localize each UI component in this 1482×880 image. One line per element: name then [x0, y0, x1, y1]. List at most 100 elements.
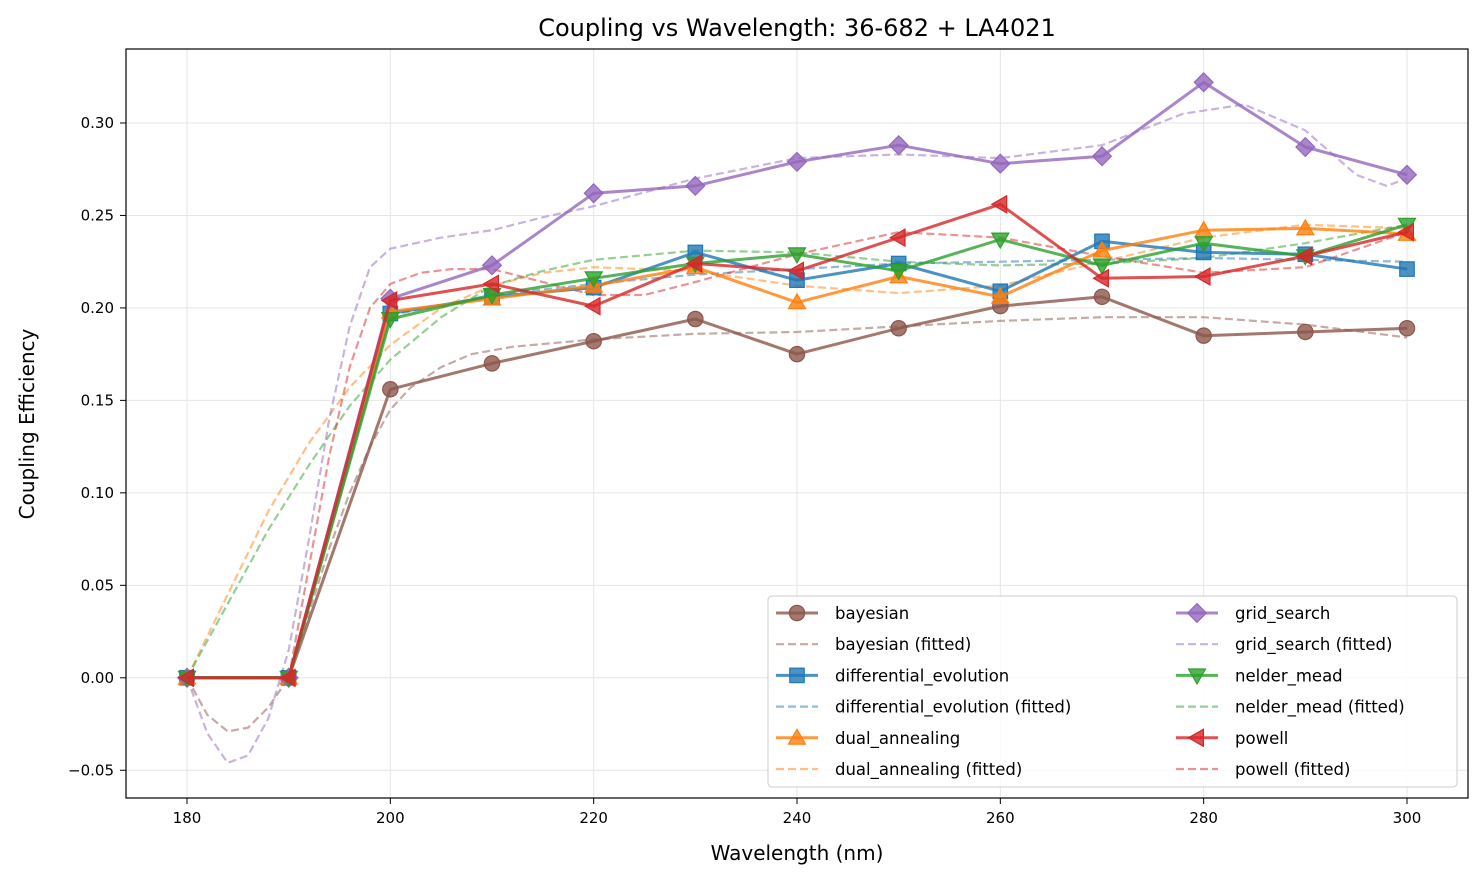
x-tick-label: 220 — [579, 809, 608, 827]
data-point-bayesian — [1398, 320, 1416, 337]
data-point-grid-search — [1193, 72, 1214, 93]
data-point-powell — [787, 261, 805, 281]
legend-label: nelder_mead (fitted) — [1235, 698, 1405, 718]
data-point-powell — [888, 228, 906, 248]
data-point-bayesian — [1195, 327, 1212, 344]
legend-marker — [788, 604, 806, 622]
fitted-line-grid-search — [185, 103, 1408, 764]
x-tick-label: 260 — [986, 809, 1015, 827]
legend-label: bayesian — [835, 604, 909, 623]
data-point-bayesian — [788, 345, 806, 363]
y-tick-label: 0.20 — [81, 299, 114, 317]
data-point-grid-search — [685, 175, 706, 197]
data-point-powell — [278, 668, 296, 688]
x-tick-label: 280 — [1189, 809, 1218, 827]
legend-marker — [1186, 602, 1208, 624]
data-point-grid-search — [786, 151, 808, 173]
legend-label: grid_search (fitted) — [1235, 635, 1392, 655]
legend-entry-grid-search: grid_search — [1176, 602, 1330, 624]
x-axis-label: Wavelength (nm) — [711, 841, 884, 865]
data-point-powell — [1295, 246, 1313, 266]
legend-label: bayesian (fitted) — [835, 635, 971, 654]
data-point-grid-search — [990, 153, 1011, 174]
y-tick-label: 0.10 — [81, 484, 114, 502]
chart-title: Coupling vs Wavelength: 36-682 + LA4021 — [538, 14, 1056, 42]
legend-entry-differential-evolution: differential_evolution — [776, 666, 1009, 686]
y-axis: −0.05 0.00 0.05 0.10 0.15 0.20 0.25 0.30 — [68, 114, 126, 779]
data-point-bayesian — [1297, 323, 1314, 341]
x-tick-label: 180 — [173, 809, 202, 827]
y-tick-label: 0.15 — [81, 391, 114, 409]
data-point-nelder-mead — [990, 232, 1010, 250]
y-tick-label: 0.25 — [81, 206, 114, 224]
data-point-grid-search — [1295, 136, 1316, 158]
legend-marker — [789, 667, 805, 684]
data-point-powell — [685, 253, 703, 274]
x-tick-label: 240 — [783, 809, 812, 827]
fitted-line-dual-annealing — [186, 223, 1408, 679]
legend-label: dual_annealing — [835, 729, 960, 749]
legend-entry-differential-evolution-fitted: differential_evolution (fitted) — [776, 698, 1071, 718]
x-tick-label: 300 — [1393, 809, 1422, 827]
legend-box — [767, 595, 1458, 788]
legend-entry-nelder-mead: nelder_mead — [1176, 666, 1343, 686]
legend-entry-bayesian: bayesian — [776, 604, 909, 623]
data-point-dual-annealing — [990, 287, 1010, 304]
data-point-powell — [380, 290, 398, 311]
legend-entry-grid-search-fitted: grid_search (fitted) — [1176, 635, 1392, 655]
legend-label: grid_search — [1235, 604, 1330, 624]
data-point-dual-annealing — [1092, 240, 1112, 258]
legend: bayesian bayesian (fitted) differential_ev… — [767, 595, 1458, 788]
y-axis-label: Coupling Efficiency — [15, 328, 39, 519]
x-axis: 180 200 220 240 260 280 300 — [173, 798, 1422, 827]
fitted-line-bayesian — [186, 316, 1408, 733]
data-point-powell — [177, 668, 194, 688]
data-point-grid-search — [1396, 164, 1418, 185]
data-point-differential-evolution — [1399, 261, 1415, 277]
grid — [126, 49, 1468, 798]
data-point-nelder-mead — [889, 264, 909, 281]
legend-entry-powell: powell — [1176, 728, 1288, 748]
data-point-powell — [583, 296, 601, 316]
data-point-nelder-mead — [1092, 258, 1112, 276]
data-point-bayesian — [382, 381, 399, 398]
legend-marker — [787, 728, 807, 745]
data-point-nelder-mead — [584, 271, 604, 289]
data-point-bayesian — [1093, 288, 1111, 306]
legend-label: nelder_mead — [1235, 666, 1343, 686]
legend-label: differential_evolution (fitted) — [835, 698, 1071, 718]
data-point-powell — [1193, 266, 1211, 287]
legend-entry-dual-annealing-fitted: dual_annealing (fitted) — [776, 760, 1022, 780]
data-point-dual-annealing — [787, 292, 807, 310]
legend-marker — [1187, 728, 1205, 748]
legend-entry-powell-fitted: powell (fitted) — [1176, 760, 1350, 779]
data-point-bayesian — [890, 320, 907, 337]
data-point-grid-search — [583, 183, 604, 204]
data-point-nelder-mead — [787, 247, 807, 265]
data-lines — [176, 72, 1418, 688]
data-point-powell — [482, 274, 499, 294]
y-tick-label: −0.05 — [68, 761, 114, 779]
y-tick-label: 0.30 — [81, 114, 114, 132]
legend-label: differential_evolution — [835, 666, 1009, 686]
data-point-grid-search — [481, 255, 503, 276]
legend-label: powell — [1235, 729, 1288, 748]
legend-entry-nelder-mead-fitted: nelder_mead (fitted) — [1176, 698, 1405, 718]
y-tick-label: 0.00 — [81, 669, 114, 687]
data-point-dual-annealing — [1295, 218, 1315, 236]
legend-entry-dual-annealing: dual_annealing — [776, 728, 960, 749]
legend-marker — [1187, 668, 1207, 686]
data-point-bayesian — [687, 310, 704, 328]
legend-label: dual_annealing (fitted) — [835, 760, 1022, 780]
data-point-powell — [1092, 268, 1110, 288]
legend-label: powell (fitted) — [1235, 760, 1350, 779]
series-powell — [177, 194, 1415, 688]
data-point-grid-search — [1091, 146, 1113, 167]
data-point-powell — [990, 194, 1008, 214]
data-point-nelder-mead — [1194, 236, 1214, 253]
data-point-grid-search — [888, 134, 909, 156]
data-point-powell — [1397, 222, 1415, 242]
y-tick-label: 0.05 — [81, 576, 114, 594]
x-tick-label: 200 — [376, 809, 405, 827]
